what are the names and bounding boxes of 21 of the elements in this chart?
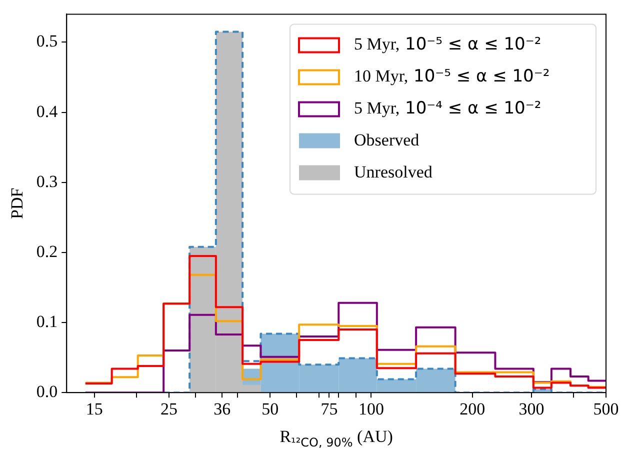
- legend-label: Observed: [354, 130, 420, 150]
- x-tick-label: 15: [86, 399, 103, 418]
- legend-label: Unresolved: [354, 162, 433, 182]
- y-tick-label: 0.1: [36, 312, 58, 331]
- x-tick-label: 300: [518, 399, 544, 418]
- x-tick-label: 75: [320, 399, 338, 418]
- legend-label: 5 Myr, 10⁻⁴ ≤ α ≤ 10⁻²: [354, 98, 542, 119]
- x-tick-label: 500: [593, 399, 619, 418]
- x-tick-label: 100: [358, 399, 384, 418]
- y-tick-label: 0.3: [36, 172, 58, 191]
- y-tick-label: 0.5: [36, 32, 58, 51]
- y-axis-title: PDF: [8, 188, 27, 219]
- y-tick-label: 0.0: [36, 382, 58, 402]
- legend-label: 5 Myr, 10⁻⁵ ≤ α ≤ 10⁻²: [354, 34, 542, 55]
- x-tick-label: 200: [460, 399, 486, 418]
- x-tick-label: 50: [262, 399, 279, 418]
- y-tick-label: 0.2: [36, 242, 58, 261]
- legend-label: 10 Myr, 10⁻⁵ ≤ α ≤ 10⁻²: [354, 66, 550, 87]
- x-tick-label: 36: [214, 399, 231, 418]
- x-tick-label: 25: [160, 399, 178, 418]
- y-tick-label: 0.4: [36, 102, 58, 121]
